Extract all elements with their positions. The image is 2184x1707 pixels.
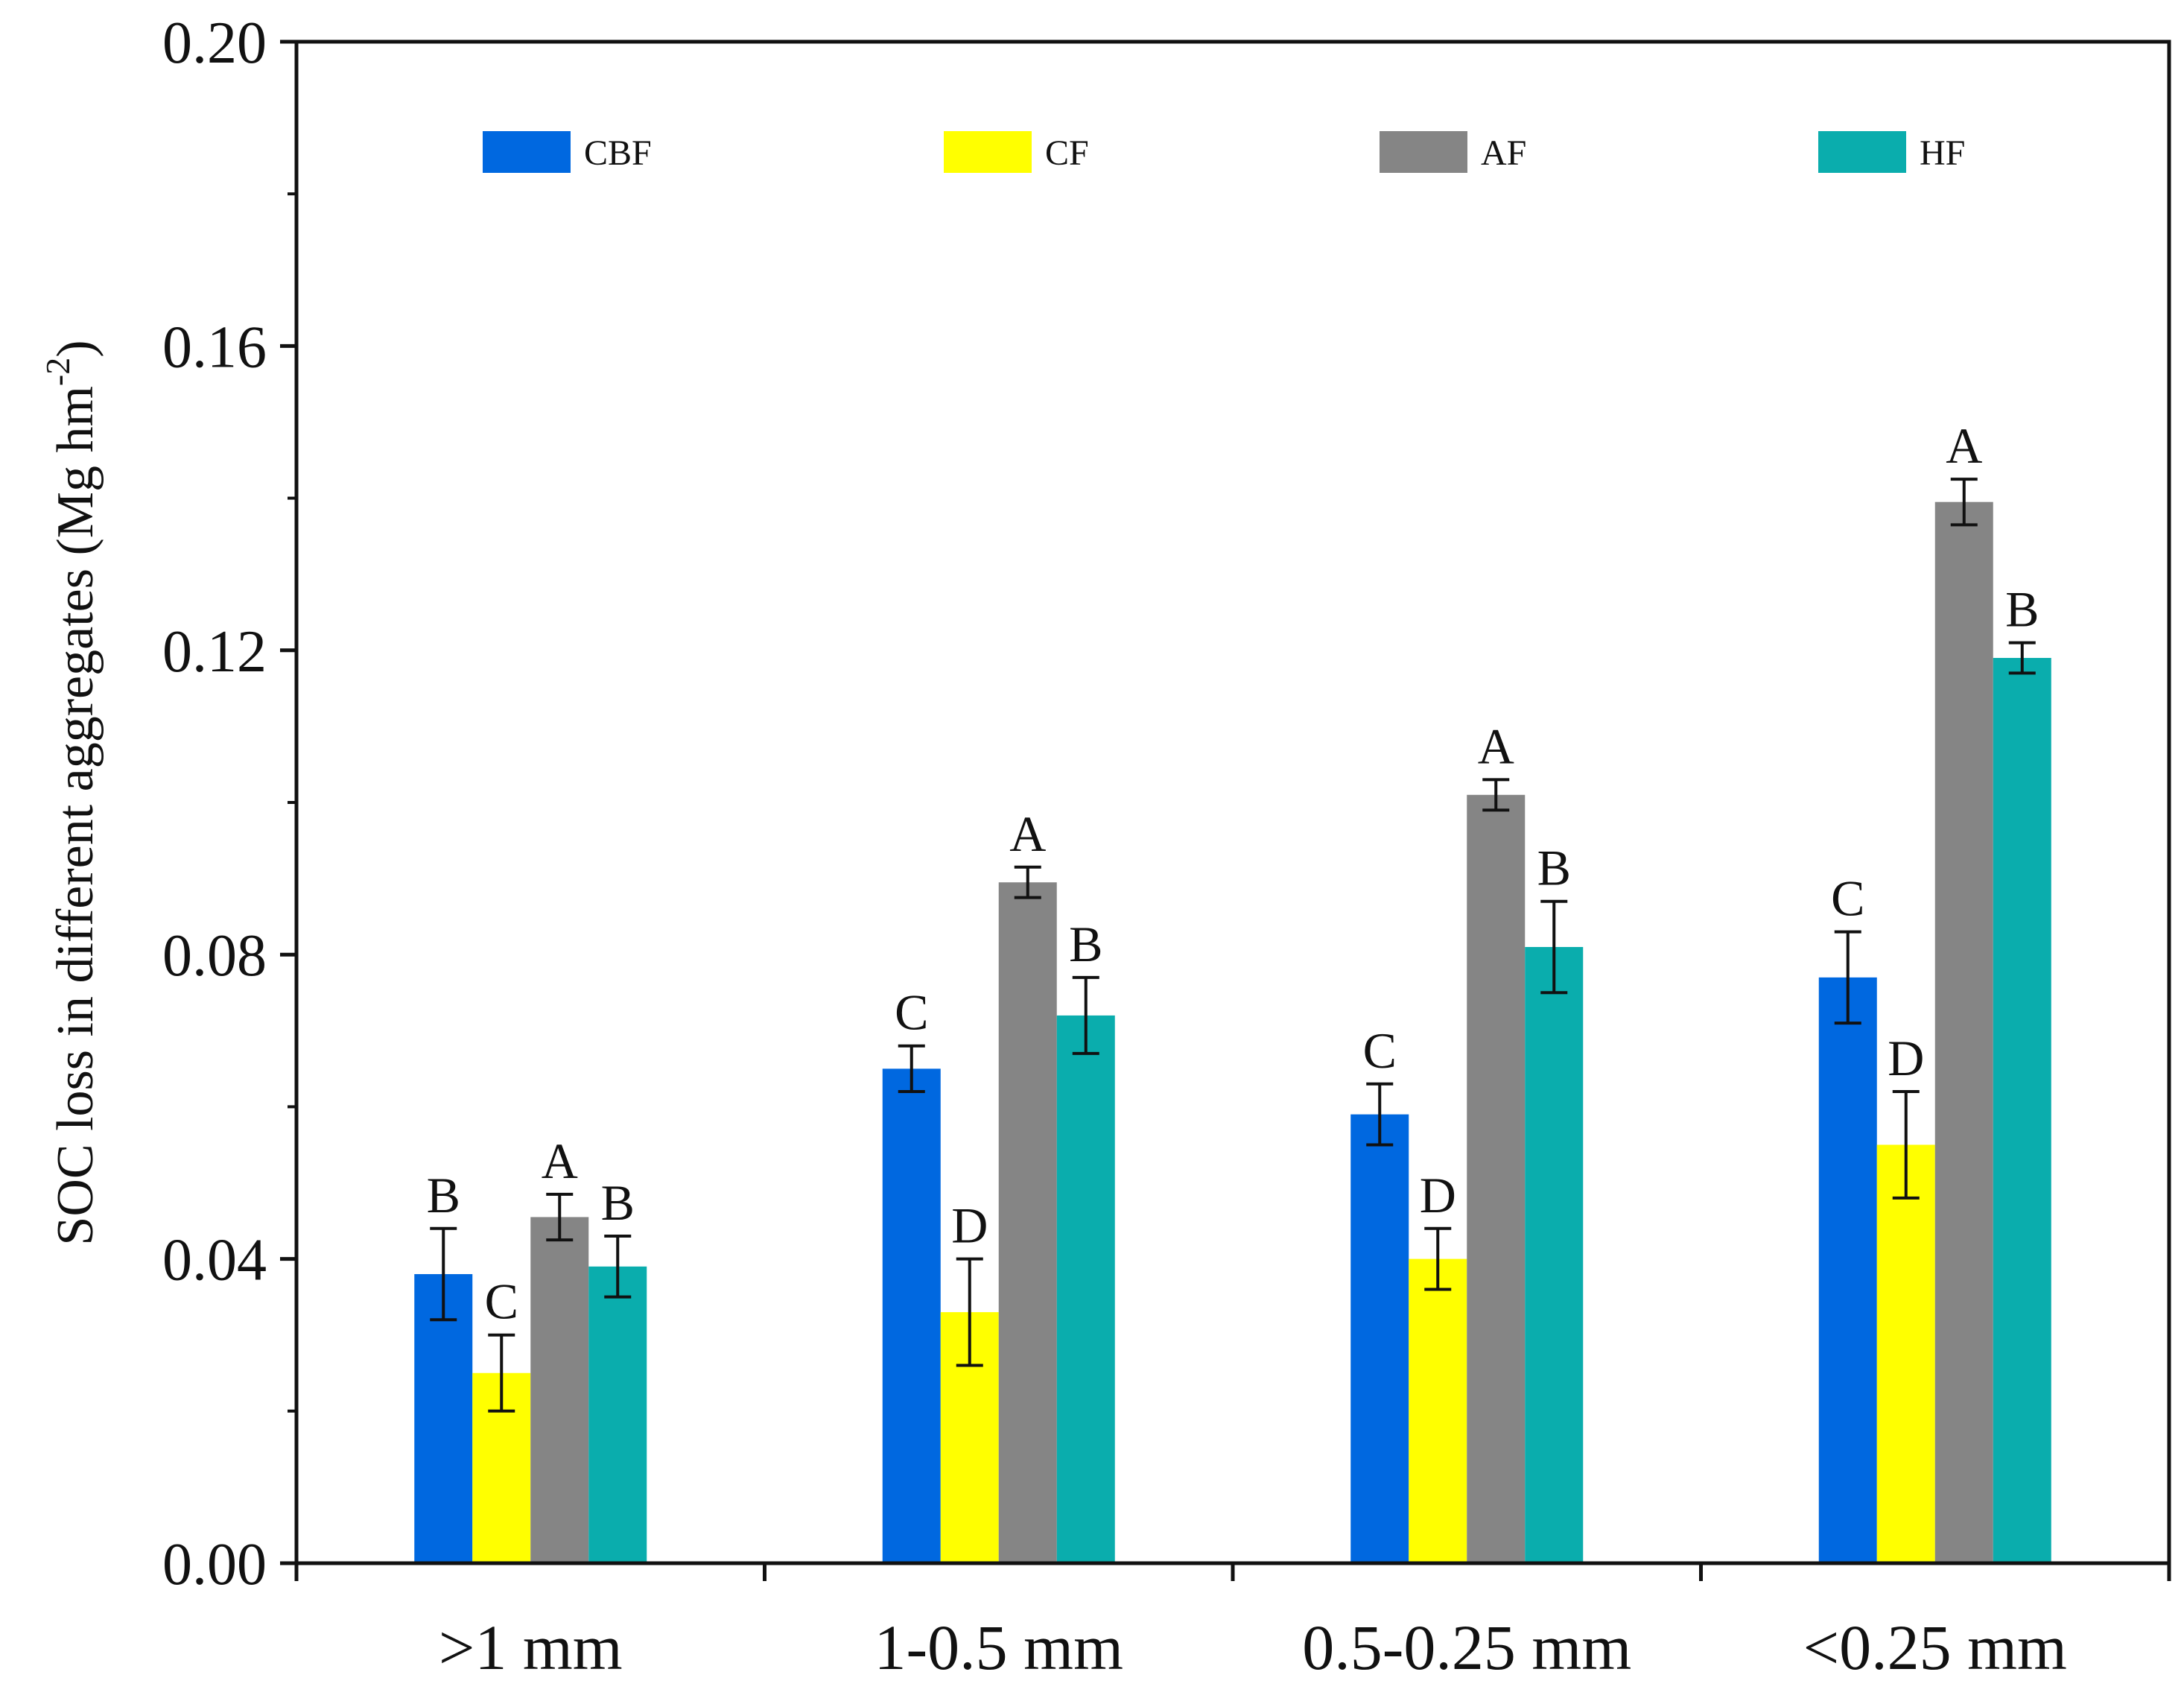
bar-cf-2	[1409, 1258, 1467, 1563]
legend-item-af: AF	[1380, 131, 1526, 173]
significance-letter-hf-1: B	[1069, 916, 1102, 972]
bar-af-1	[998, 882, 1057, 1563]
significance-letter-af-0: A	[542, 1133, 578, 1189]
error-bar-af-1	[1014, 865, 1041, 899]
error-bar-cbf-1	[898, 1044, 925, 1093]
significance-letter-hf-3: B	[2005, 581, 2039, 638]
error-bar-hf-3	[2008, 641, 2036, 675]
bar-hf-2	[1525, 946, 1584, 1563]
legend-label-af: AF	[1481, 133, 1526, 173]
error-bar-cf-0	[488, 1333, 515, 1413]
significance-letter-cf-3: D	[1888, 1030, 1924, 1086]
legend-swatch-cf	[944, 131, 1032, 173]
legend-label-cbf: CBF	[584, 133, 652, 173]
bar-hf-1	[1056, 1015, 1115, 1563]
axes-group: >1 mm 1-0.5 mm 0.5-0.25 mm <0.25 mm 0.00 0.04…	[162, 10, 2171, 1683]
x-tick-label-2: 0.5-0.25 mm	[1302, 1612, 1631, 1683]
legend-swatch-cbf	[483, 131, 571, 173]
error-bar-hf-2	[1540, 899, 1568, 995]
significance-letter-cbf-1: C	[895, 984, 928, 1041]
error-bar-af-0	[546, 1192, 574, 1242]
y-axis-title: SOC loss in different aggregates (Mg hm-…	[39, 340, 105, 1245]
y-tick-label-3: 0.12	[162, 619, 267, 685]
legend-label-cf: CF	[1045, 133, 1089, 173]
legend-swatch-hf	[1818, 131, 1906, 173]
error-bar-cbf-0	[430, 1226, 457, 1322]
significance-letter-cf-2: D	[1420, 1167, 1456, 1223]
error-bar-cf-2	[1424, 1226, 1452, 1291]
error-bar-af-3	[1950, 478, 1978, 527]
x-tick-label-1: 1-0.5 mm	[874, 1612, 1123, 1683]
significance-letter-af-3: A	[1946, 417, 1982, 474]
bar-af-3	[1934, 501, 1993, 1563]
y-axis-title-superscript: -2	[39, 358, 77, 386]
error-bar-hf-1	[1072, 975, 1099, 1055]
y-axis-title-text: SOC loss in different aggregates (Mg hm	[47, 386, 104, 1246]
error-bars-group	[430, 478, 2036, 1413]
legend-item-cf: CF	[944, 131, 1089, 173]
legend-swatch-af	[1380, 131, 1467, 173]
error-bar-cf-3	[1892, 1089, 1920, 1200]
bar-af-0	[530, 1217, 589, 1563]
y-tick-label-5: 0.20	[162, 10, 267, 76]
significance-letter-cbf-2: C	[1363, 1022, 1397, 1079]
significance-letter-cbf-3: C	[1831, 870, 1864, 927]
bar-af-2	[1467, 794, 1526, 1563]
significance-letter-cbf-0: B	[427, 1167, 460, 1223]
bar-cbf-3	[1818, 977, 1877, 1563]
x-tick-label-0: >1 mm	[439, 1612, 623, 1683]
y-tick-label-0: 0.00	[162, 1532, 267, 1597]
significance-letter-cf-1: D	[951, 1197, 988, 1254]
legend: CBF CF AF HF	[483, 131, 1965, 173]
y-tick-label-1: 0.04	[162, 1228, 267, 1293]
legend-item-cbf: CBF	[483, 131, 652, 173]
bars-group	[414, 501, 2051, 1563]
x-tick-label-3: <0.25 mm	[1803, 1612, 2067, 1683]
y-tick-label-4: 0.16	[162, 314, 267, 380]
y-axis-title-close: )	[47, 340, 104, 357]
error-bar-af-2	[1482, 778, 1510, 812]
bar-cbf-2	[1350, 1114, 1409, 1563]
bar-hf-0	[588, 1266, 647, 1563]
significance-letter-hf-0: B	[601, 1174, 635, 1231]
legend-label-hf: HF	[1920, 133, 1965, 173]
y-tick-label-2: 0.08	[162, 923, 267, 989]
error-bar-hf-0	[604, 1234, 632, 1299]
bar-cbf-0	[414, 1274, 473, 1563]
error-bar-cf-1	[956, 1257, 983, 1367]
legend-item-hf: HF	[1818, 131, 1965, 173]
bar-cf-3	[1876, 1144, 1935, 1563]
svg-text:SOC loss in different aggregat: SOC loss in different aggregates (Mg hm-…	[39, 340, 105, 1245]
significance-letter-hf-2: B	[1537, 840, 1571, 896]
error-bar-cbf-2	[1366, 1082, 1394, 1147]
significance-letter-cf-0: C	[485, 1273, 518, 1330]
bar-cbf-1	[882, 1068, 941, 1563]
error-bar-cbf-3	[1834, 930, 1861, 1025]
bar-hf-3	[1993, 658, 2051, 1563]
significance-letter-af-2: A	[1478, 718, 1514, 774]
significance-letter-af-1: A	[1009, 805, 1046, 862]
